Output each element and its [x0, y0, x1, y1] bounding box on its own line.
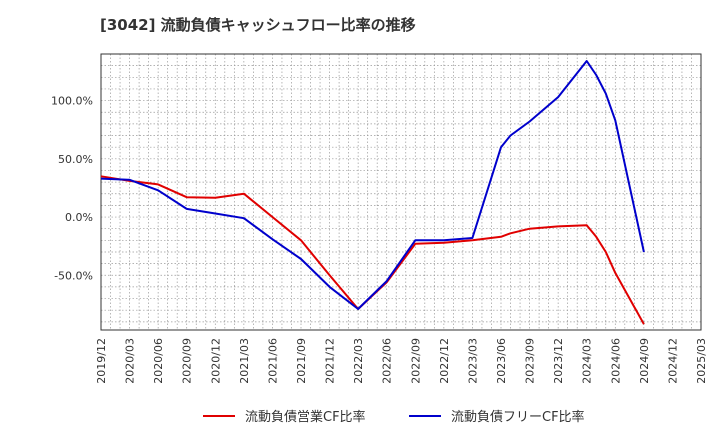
- x-tick-label: 2021/06: [266, 338, 279, 384]
- legend-label: 流動負債フリーCF比率: [451, 409, 585, 425]
- legend-label: 流動負債営業CF比率: [245, 409, 366, 425]
- x-tick-label: 2023/06: [495, 338, 508, 384]
- x-tick-label: 2024/09: [638, 338, 651, 384]
- x-tick-label: 2022/12: [438, 338, 451, 384]
- chart-title: [3042] 流動負債キャッシュフロー比率の推移: [100, 16, 416, 34]
- x-tick-label: 2020/12: [209, 338, 222, 384]
- x-tick-label: 2022/03: [352, 338, 365, 384]
- x-tick-label: 2022/09: [409, 338, 422, 384]
- y-tick-label: 50.0%: [58, 153, 93, 166]
- x-tick-label: 2019/12: [95, 338, 108, 384]
- plot-frame: [100, 53, 702, 331]
- x-tick-label: 2021/12: [324, 338, 337, 384]
- x-tick-label: 2021/03: [238, 338, 251, 384]
- x-tick-label: 2024/03: [581, 338, 594, 384]
- x-tick-label: 2023/12: [552, 338, 565, 384]
- series-line: [100, 175, 645, 325]
- series-line: [100, 60, 645, 310]
- x-tick-label: 2023/09: [524, 338, 537, 384]
- x-tick-label: 2024/12: [666, 338, 679, 384]
- x-tick-label: 2020/09: [181, 338, 194, 384]
- x-tick-label: 2020/03: [124, 338, 137, 384]
- y-tick-label: 0.0%: [65, 211, 93, 224]
- y-tick-label: 100.0%: [51, 95, 93, 108]
- x-tick-label: 2025/03: [695, 338, 708, 384]
- x-tick-label: 2021/09: [295, 338, 308, 384]
- x-tick-label: 2020/06: [152, 338, 165, 384]
- x-tick-label: 2022/06: [381, 338, 394, 384]
- x-tick-label: 2024/06: [609, 338, 622, 384]
- y-tick-label: -50.0%: [54, 269, 93, 282]
- x-tick-label: 2023/03: [466, 338, 479, 384]
